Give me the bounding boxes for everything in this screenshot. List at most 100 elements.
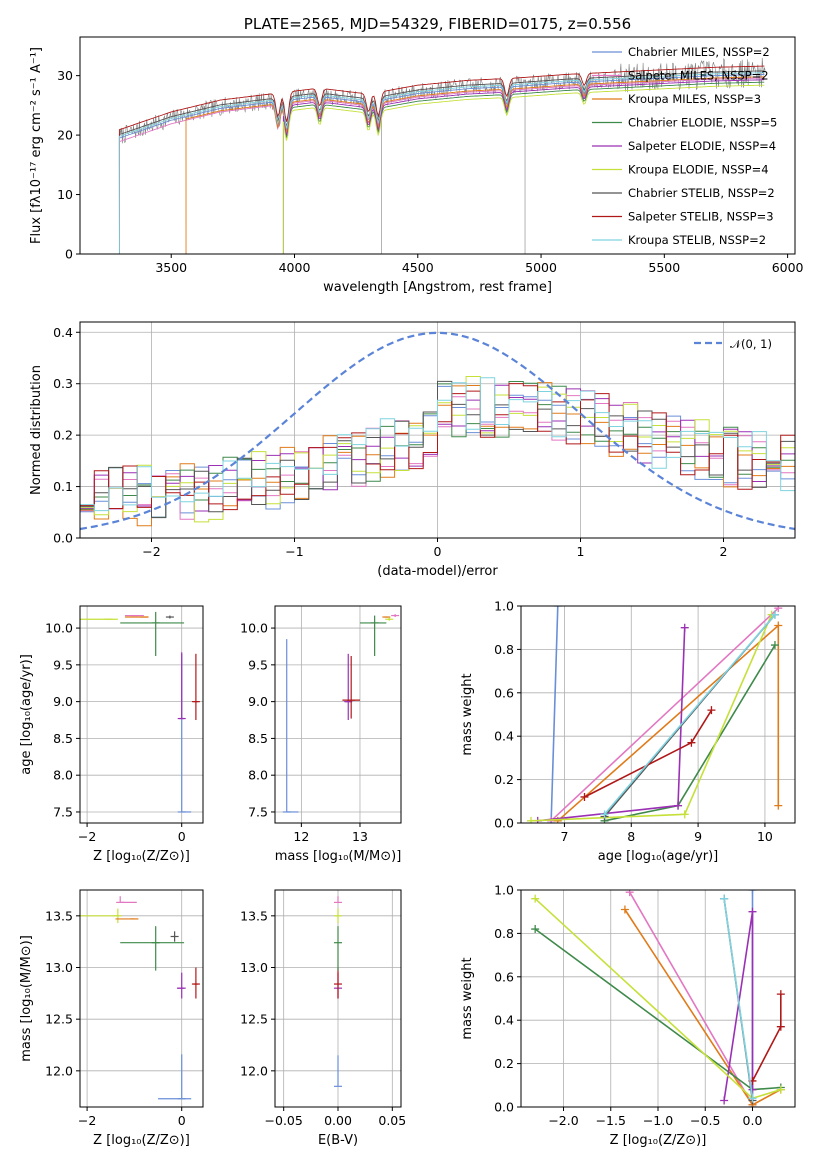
y-axis-label: age [log₁₀(age/yr)]: [19, 654, 34, 775]
x-tick-label: 0: [178, 829, 186, 844]
x-axis-label: E(B-V): [318, 1133, 358, 1148]
legend-entry: Kroupa STELIB, NSSP=2: [628, 233, 766, 247]
chart-mass-vs-Z: −2 0 12.0 12.5 13.0 13.5 Z [log₁₀(Z/Z⊙)] mass […: [19, 889, 204, 1148]
errorbar-point: [191, 967, 200, 999]
weight-series: [720, 907, 757, 1105]
x-tick-label: 0.0: [743, 1113, 763, 1128]
weight-series: [748, 990, 785, 1085]
x-tick-label: 12: [293, 829, 309, 844]
weight-series: [600, 641, 779, 823]
residual-histogram: [80, 383, 795, 511]
y-tick-label: 0.0: [53, 531, 73, 546]
x-tick-label: −2: [78, 829, 96, 844]
errorbar-point: [120, 611, 185, 657]
x-tick-label: −0.5: [690, 1113, 720, 1128]
y-tick-label: 13.0: [240, 960, 268, 975]
y-tick-label: 0.2: [494, 1056, 514, 1071]
plot-area: [80, 331, 795, 531]
weight-line: [624, 909, 782, 1106]
y-tick-label: 9.0: [248, 694, 268, 709]
legend-entry: Chabrier ELODIE, NSSP=5: [628, 116, 777, 130]
y-tick-label: 1.0: [494, 599, 514, 614]
model-series-line: [109, 65, 765, 254]
errorbar-point: [334, 908, 342, 924]
y-tick-label: 0.8: [494, 926, 514, 941]
chart-age-vs-mass: 12 13 7.5 8.0 8.5 9.0 9.5 10.0 mass [log₁₀(M/M⊙)…: [240, 605, 402, 864]
x-tick-label: 13: [352, 829, 368, 844]
y-tick-label: 1.0: [494, 883, 514, 898]
weight-marker: [720, 1096, 729, 1105]
y-tick-label: 13.0: [45, 960, 73, 975]
weight-line: [584, 709, 713, 798]
errorbar-point: [342, 656, 360, 719]
plot-area: [109, 57, 766, 254]
weight-marker: [707, 706, 716, 715]
y-axis-label: mass weight: [460, 957, 475, 1039]
legend: 𝒩(0, 1): [694, 337, 772, 351]
errorbar-point: [391, 614, 400, 618]
legend-entry: Kroupa ELODIE, NSSP=4: [628, 163, 769, 177]
legend-entry: Salpeter MILES, NSSP=2: [628, 69, 769, 83]
x-axis-label: wavelength [Angstrom, rest frame]: [323, 280, 552, 295]
y-tick-label: 12.5: [45, 1012, 73, 1027]
weight-line: [603, 614, 776, 815]
weight-marker: [774, 621, 783, 630]
errorbar-point: [282, 639, 299, 813]
weight-marker: [531, 925, 540, 934]
grid-lines: [275, 606, 401, 823]
errorbar-point: [177, 653, 192, 813]
y-tick-label: 30: [57, 68, 73, 83]
chart-weight-vs-Z: −2.0 −1.5 −1.0 −0.5 0.0 0.0 0.2 0.4 0.6 0.8 1.0 Z […: [460, 883, 796, 1148]
weight-marker: [774, 801, 783, 810]
model-series-line: [109, 74, 765, 254]
plot-frame: [520, 605, 796, 824]
model-series-line: [109, 70, 765, 254]
y-tick-label: 0.0: [494, 816, 514, 831]
errorbar-point: [177, 652, 186, 720]
errorbar-point: [80, 908, 122, 924]
weight-line: [530, 614, 773, 822]
weight-marker: [770, 641, 779, 650]
y-tick-label: 12.5: [240, 1012, 268, 1027]
x-tick-label: −2: [142, 544, 160, 559]
errorbar-point: [165, 615, 174, 619]
x-tick-label: 5000: [525, 260, 557, 275]
y-tick-label: 12.0: [45, 1063, 73, 1078]
grid-lines: [80, 890, 203, 1107]
weight-series: [547, 606, 783, 823]
y-axis-label: mass weight: [460, 673, 475, 755]
y-tick-label: 10: [57, 187, 73, 202]
errorbar-point: [334, 967, 342, 999]
y-tick-label: 0.8: [494, 642, 514, 657]
plot-frame: [79, 605, 204, 824]
y-tick-label: 0.4: [53, 325, 73, 340]
legend-entry: Kroupa MILES, NSSP=3: [628, 92, 761, 106]
weight-series: [625, 890, 757, 1107]
weight-marker: [720, 894, 729, 903]
errorbar-point: [191, 653, 200, 721]
x-axis-label: (data-model)/error: [377, 564, 498, 579]
y-tick-label: 0.4: [494, 729, 514, 744]
plot-area: [80, 896, 200, 1100]
x-tick-label: 2: [720, 544, 728, 559]
weight-marker: [553, 606, 562, 610]
y-tick-label: 0.2: [494, 772, 514, 787]
errorbar-point: [158, 1054, 192, 1100]
y-tick-label: 0.1: [53, 479, 73, 494]
weight-marker: [527, 816, 536, 823]
weight-marker: [600, 810, 609, 819]
x-tick-label: 9: [694, 829, 702, 844]
weight-marker: [748, 907, 757, 916]
y-tick-label: 0.3: [53, 376, 73, 391]
x-tick-label: −1.0: [643, 1113, 673, 1128]
weight-series: [580, 706, 716, 801]
weight-line: [550, 607, 779, 822]
x-tick-label: −1: [285, 544, 303, 559]
y-tick-label: 0.2: [53, 428, 73, 443]
x-axis-label: age [log₁₀(age/yr)]: [598, 849, 719, 864]
errorbar-point: [170, 931, 179, 942]
y-tick-label: 8.5: [53, 731, 73, 746]
legend-entry: 𝒩(0, 1): [730, 337, 772, 351]
weight-marker: [680, 623, 689, 632]
plot-area: [282, 614, 400, 813]
